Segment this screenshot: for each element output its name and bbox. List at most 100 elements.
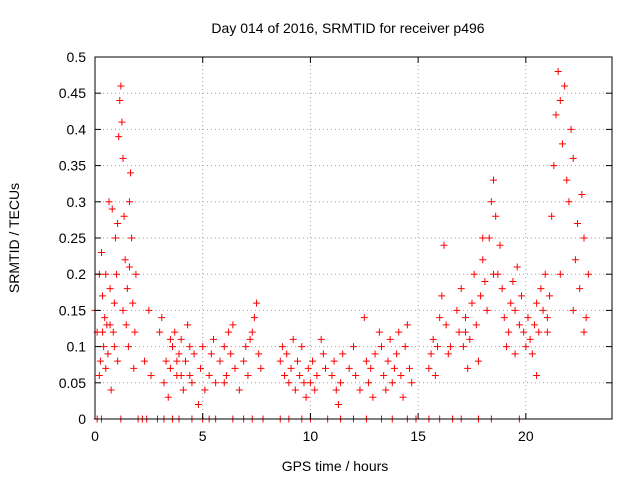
data-point	[317, 335, 325, 343]
data-point	[464, 364, 472, 372]
y-axis-label: SRMTID / TECUs	[6, 183, 22, 293]
data-point	[578, 191, 586, 199]
data-point	[164, 393, 172, 401]
data-point	[209, 335, 217, 343]
data-point	[169, 343, 177, 351]
data-point	[556, 270, 564, 278]
y-tick-label: 0.2	[67, 266, 87, 282]
data-point	[201, 386, 209, 394]
data-point	[490, 176, 498, 184]
data-point	[462, 314, 470, 322]
data-point	[227, 350, 235, 358]
data-point	[526, 335, 534, 343]
data-point	[119, 154, 127, 162]
data-point	[190, 350, 198, 358]
y-tick-label: 0	[78, 411, 86, 427]
data-point	[222, 372, 230, 380]
data-point	[225, 328, 233, 336]
data-point	[369, 393, 377, 401]
data-point	[199, 343, 207, 351]
data-point	[563, 176, 571, 184]
data-point	[561, 82, 569, 90]
data-point	[431, 372, 439, 380]
data-point	[125, 263, 133, 271]
data-point	[390, 364, 398, 372]
data-point	[186, 372, 194, 380]
data-point	[550, 162, 558, 170]
data-point	[300, 379, 308, 387]
data-point	[477, 292, 485, 300]
data-point	[533, 299, 541, 307]
data-point	[520, 328, 528, 336]
data-point	[285, 379, 293, 387]
data-point	[360, 314, 368, 322]
data-point	[97, 248, 105, 256]
data-point	[110, 343, 118, 351]
data-point	[311, 386, 319, 394]
data-point	[453, 306, 461, 314]
data-point	[104, 350, 112, 358]
data-point	[574, 220, 582, 228]
data-point	[166, 335, 174, 343]
data-point	[127, 169, 135, 177]
data-point	[399, 393, 407, 401]
y-tick-label: 0.1	[67, 339, 87, 355]
y-tick-label: 0.5	[67, 49, 87, 65]
data-point	[291, 386, 299, 394]
data-point	[436, 314, 444, 322]
data-point	[283, 350, 291, 358]
data-point	[580, 328, 588, 336]
data-point	[470, 270, 478, 278]
y-tick-label: 0.35	[59, 158, 86, 174]
data-point	[188, 379, 196, 387]
data-point	[507, 299, 515, 307]
data-point	[380, 372, 388, 380]
data-point	[107, 386, 115, 394]
data-point	[367, 364, 375, 372]
data-point	[569, 306, 577, 314]
data-point	[502, 343, 510, 351]
data-points	[91, 67, 592, 423]
y-tick-label: 0.25	[59, 230, 86, 246]
data-point	[102, 270, 110, 278]
data-point	[287, 364, 295, 372]
data-point	[321, 364, 329, 372]
data-point	[382, 386, 390, 394]
data-point	[408, 379, 416, 387]
data-point	[511, 350, 519, 358]
data-point	[298, 343, 306, 351]
data-point	[498, 285, 506, 293]
data-point	[302, 393, 310, 401]
data-point	[278, 343, 286, 351]
data-point	[496, 241, 504, 249]
data-point	[337, 379, 345, 387]
data-point	[319, 350, 327, 358]
data-point	[293, 357, 301, 365]
data-point	[231, 364, 239, 372]
data-point	[306, 379, 314, 387]
data-point	[179, 386, 187, 394]
data-point	[584, 270, 592, 278]
data-point	[440, 241, 448, 249]
data-point	[535, 328, 543, 336]
data-point	[158, 314, 166, 322]
data-point	[160, 379, 168, 387]
data-point	[240, 357, 248, 365]
data-point	[216, 357, 224, 365]
data-point	[147, 372, 155, 380]
data-point	[119, 306, 127, 314]
data-point	[131, 328, 139, 336]
data-point	[124, 343, 132, 351]
data-point	[220, 343, 228, 351]
data-point	[569, 154, 577, 162]
data-point	[350, 343, 357, 351]
data-point	[113, 270, 121, 278]
data-point	[101, 314, 109, 322]
data-point	[528, 350, 536, 358]
data-point	[145, 306, 153, 314]
data-point	[117, 82, 125, 90]
data-point	[106, 285, 114, 293]
data-point	[541, 270, 549, 278]
data-point	[100, 343, 108, 351]
data-point	[388, 379, 396, 387]
